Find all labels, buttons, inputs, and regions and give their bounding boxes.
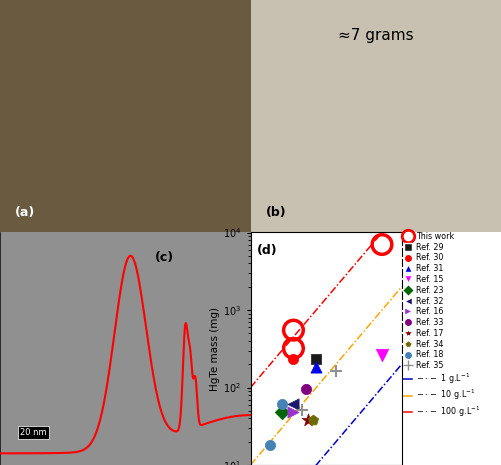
Point (278, 400, 286, 407)
Point (302, 385, 310, 393)
Point (290, 326, 298, 334)
Point (290, 400, 298, 407)
Text: ≈7 grams: ≈7 grams (338, 28, 413, 43)
Legend: This work, Ref. 29, Ref. 30, Ref. 31, Ref. 15, Ref. 23, Ref. 32, Ref. 16, Ref. 3: This work, Ref. 29, Ref. 30, Ref. 31, Re… (403, 232, 481, 418)
Point (267, 441, 275, 449)
Point (378, 241, 386, 248)
Y-axis label: HgTe mass (mg): HgTe mass (mg) (210, 307, 220, 391)
Point (290, 356, 298, 363)
Point (309, 416, 317, 424)
Text: (d): (d) (257, 244, 277, 257)
Point (278, 408, 286, 416)
Text: (b): (b) (266, 206, 286, 219)
Point (312, 363, 320, 371)
Text: 20 nm: 20 nm (20, 428, 47, 437)
Point (290, 345, 298, 352)
Point (378, 352, 386, 359)
Point (298, 406, 306, 413)
Text: (a): (a) (15, 206, 35, 219)
Point (290, 408, 298, 416)
Point (304, 416, 312, 424)
Point (332, 367, 340, 374)
Point (312, 356, 320, 363)
Text: (c): (c) (155, 251, 174, 264)
